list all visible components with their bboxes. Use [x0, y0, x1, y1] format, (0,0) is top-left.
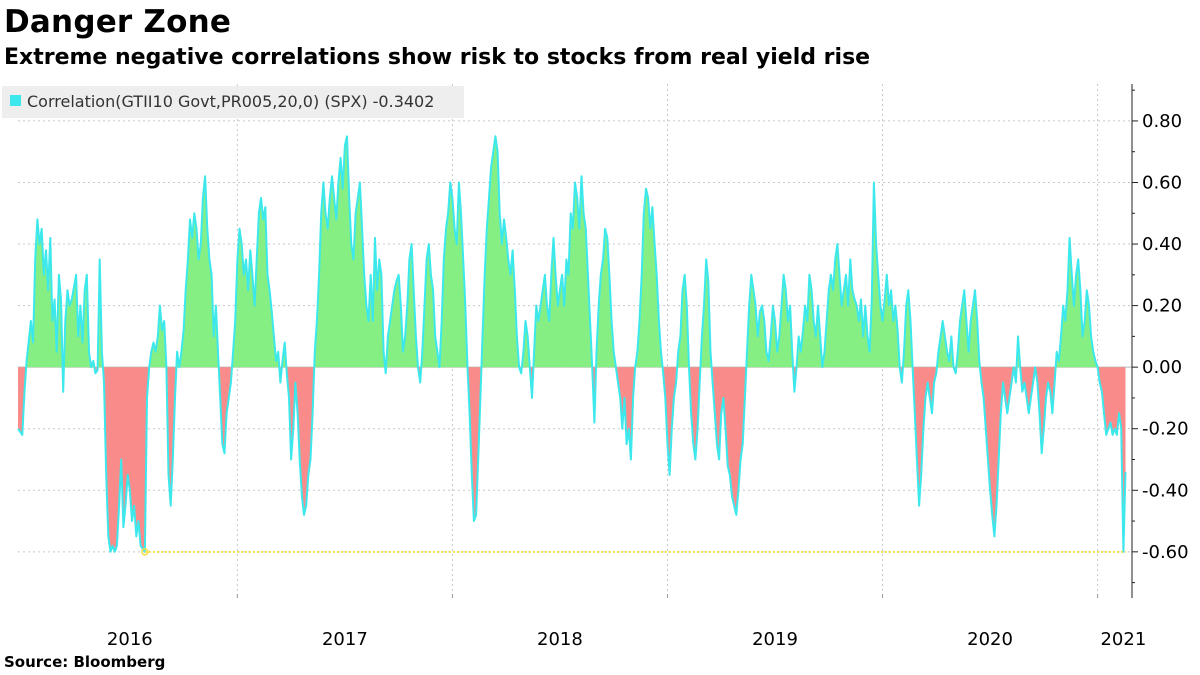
negative-area	[102, 367, 150, 552]
positive-area	[149, 305, 167, 368]
x-tick-label: 2016	[107, 629, 153, 650]
y-tick-label: -0.20	[1142, 419, 1189, 440]
positive-area	[386, 244, 418, 368]
positive-area	[903, 290, 913, 368]
y-tick-label: -0.40	[1142, 480, 1189, 501]
x-tick-label: 2017	[322, 629, 368, 650]
y-tick-label: -0.60	[1142, 542, 1189, 563]
positive-area	[1055, 237, 1098, 368]
legend-swatch	[10, 95, 21, 106]
positive-area	[635, 188, 663, 368]
x-tick-label: 2019	[752, 629, 798, 650]
threshold-start-marker	[141, 548, 149, 556]
y-tick-label: 0.20	[1142, 296, 1182, 317]
correlation-line	[17, 135, 1127, 553]
source-note: Source: Bloomberg	[4, 653, 166, 671]
chart-title: Danger Zone	[4, 4, 232, 40]
negative-area	[689, 367, 701, 460]
positive-area	[596, 228, 616, 368]
x-tick-label: 2018	[537, 629, 583, 650]
axis-layer: 0.80 0.60 0.40 0.20 0.00 -0.20 -0.40 -0.60 2016 2…	[107, 84, 1189, 650]
x-tick-label: 2021	[1100, 629, 1146, 650]
positive-area	[314, 136, 386, 368]
y-tick-label: 0.40	[1142, 234, 1182, 255]
y-tick-label: 0.60	[1142, 172, 1182, 193]
legend-label: Correlation(GTII10 Govt,PR005,20,0) (SPX…	[27, 92, 434, 111]
chart-subtitle: Extreme negative correlations show risk …	[4, 45, 871, 70]
negative-area	[979, 367, 1014, 537]
y-tick-label: 0.80	[1142, 111, 1182, 132]
x-tick-label: 2020	[967, 629, 1013, 650]
positive-area	[421, 182, 468, 368]
positive-area	[700, 259, 712, 368]
positive-area	[26, 219, 63, 368]
legend-box	[2, 86, 464, 118]
legend-layer: Correlation(GTII10 Govt,PR005,20,0) (SPX…	[2, 86, 464, 118]
negative-area	[1020, 367, 1036, 414]
negative-area	[711, 367, 747, 515]
negative-area	[467, 367, 482, 522]
threshold-layer	[141, 548, 1126, 556]
y-tick-label: 0.00	[1142, 357, 1182, 378]
area-layer	[18, 136, 1126, 552]
positive-area	[796, 182, 900, 368]
positive-area	[481, 136, 520, 368]
positive-area	[746, 274, 793, 368]
line-layer	[17, 135, 1127, 553]
positive-area	[176, 176, 219, 368]
